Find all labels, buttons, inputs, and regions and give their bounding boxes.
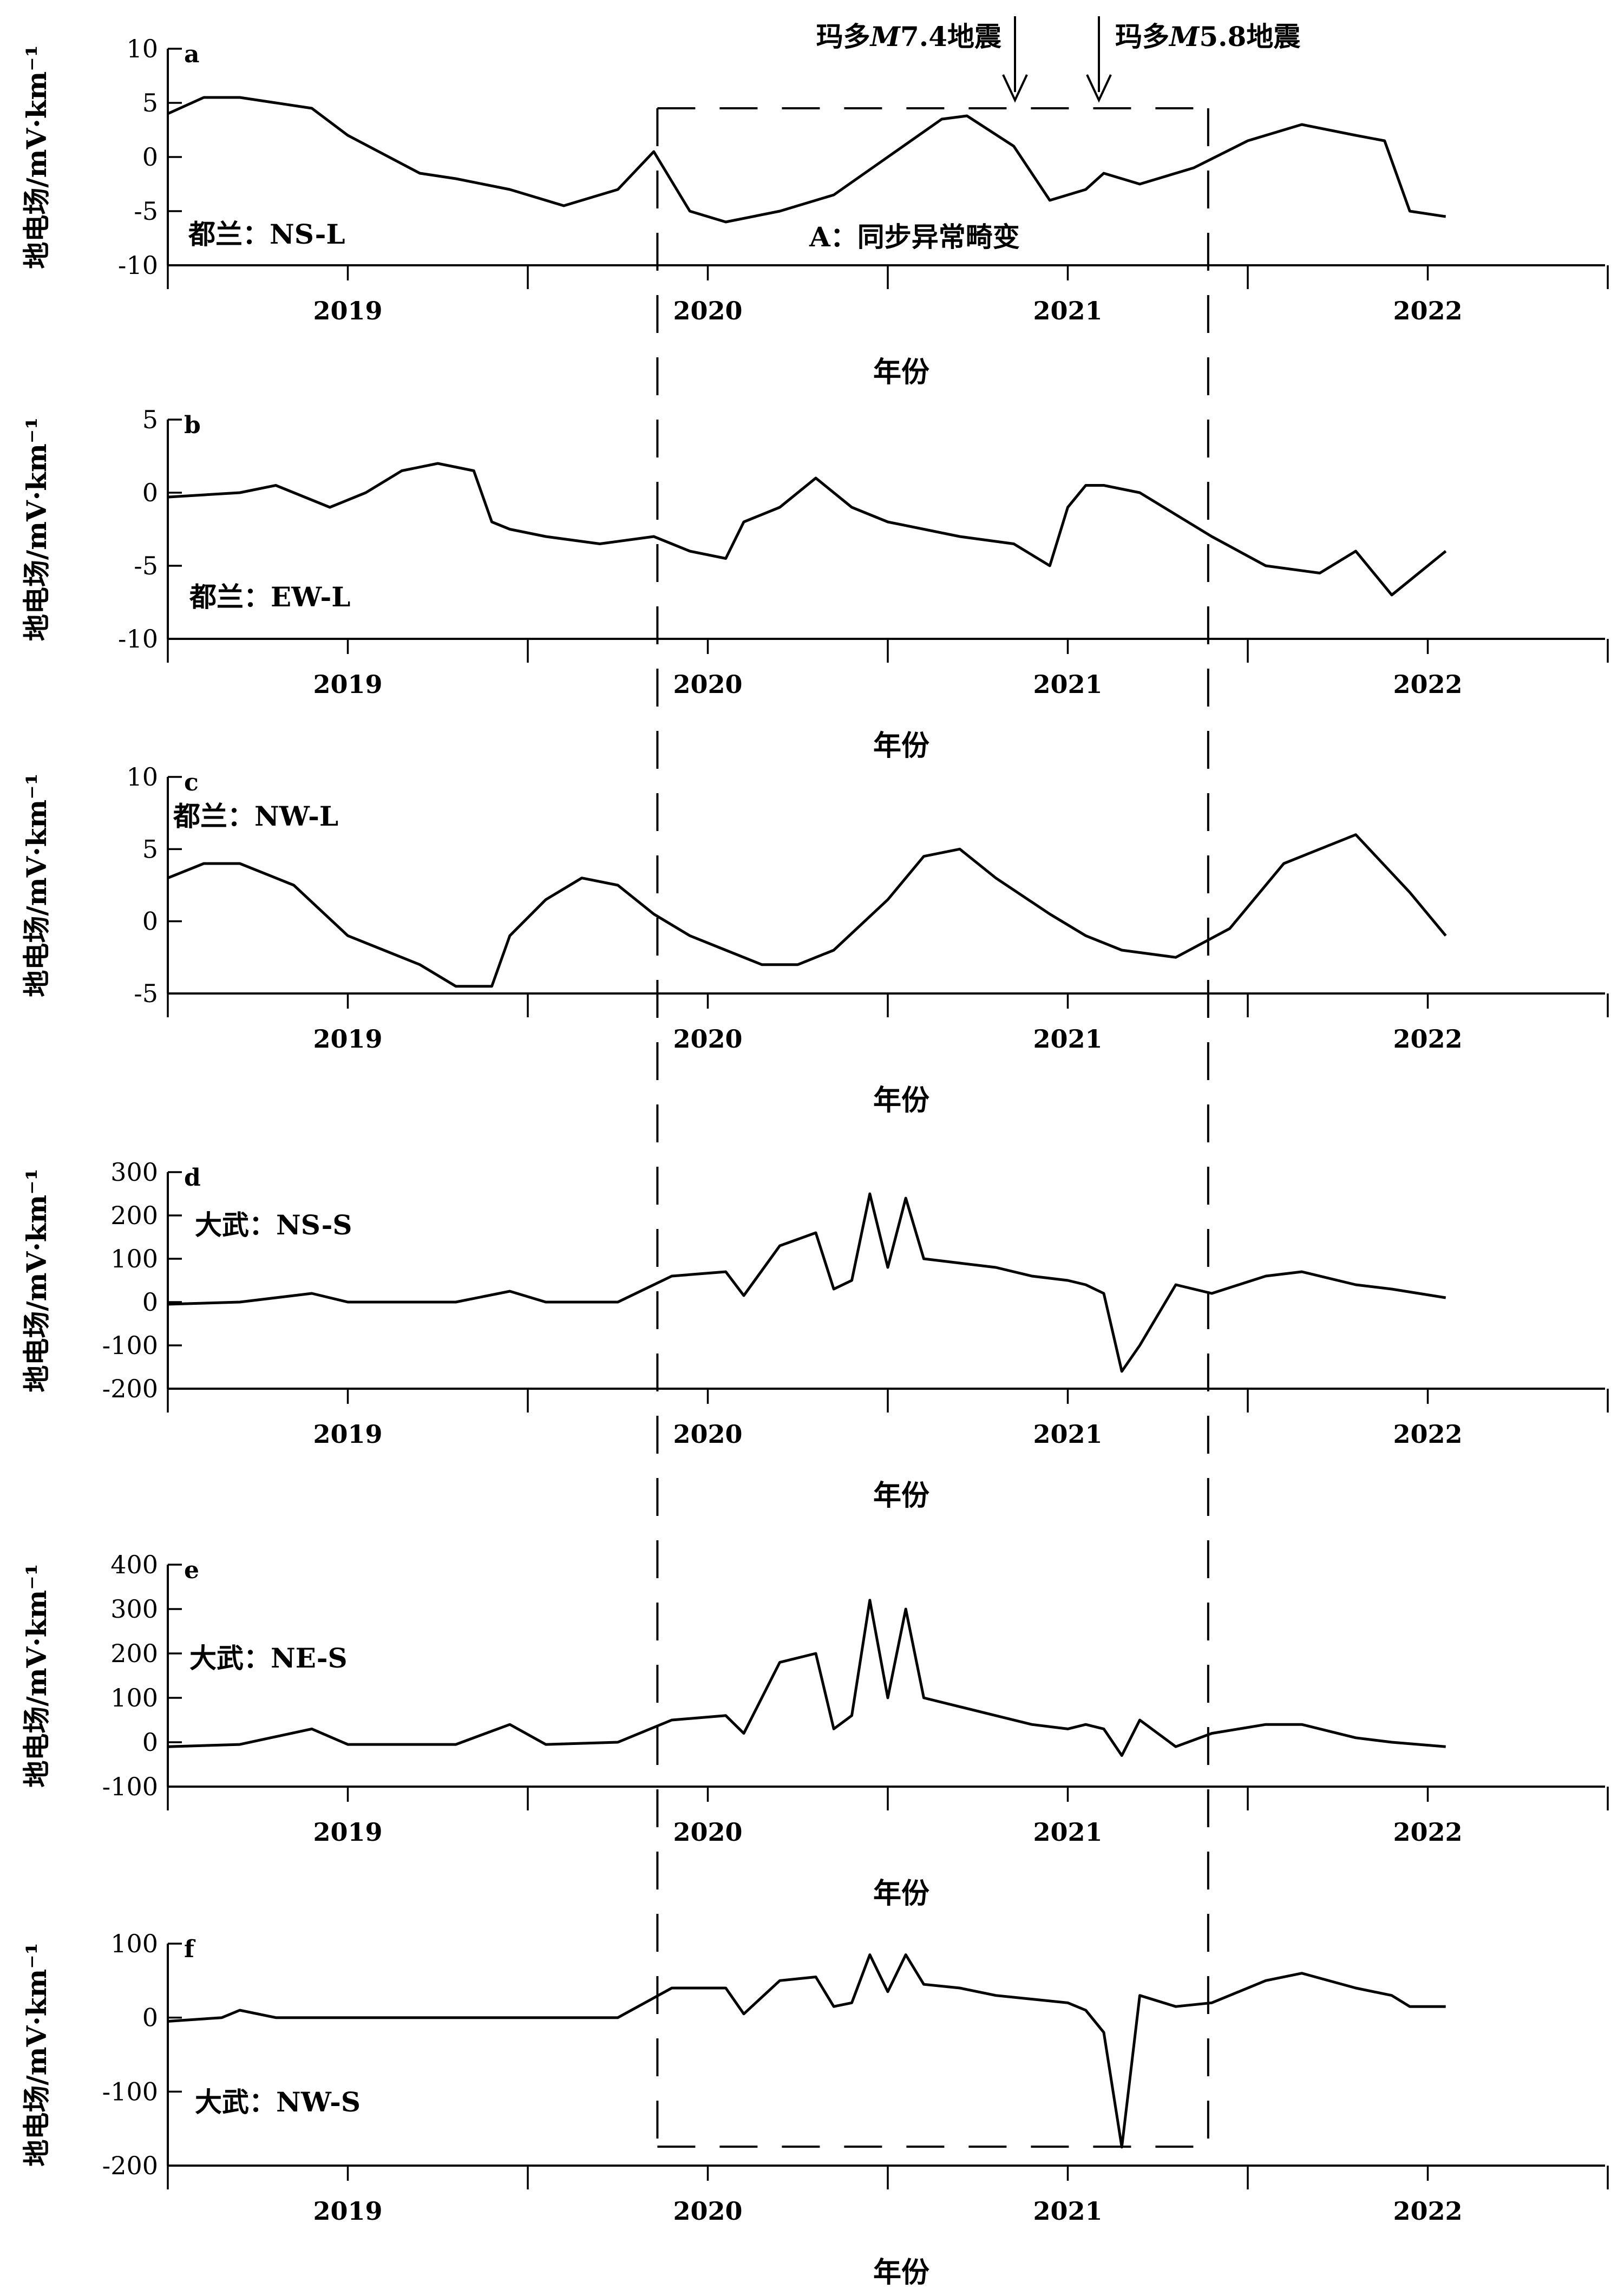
y-tick-label: 100	[110, 1683, 158, 1712]
y-tick-label: 300	[110, 1594, 158, 1624]
y-tick-label: 5	[142, 88, 158, 117]
x-axis-label: 年份	[873, 1479, 929, 1512]
event-arrow-head	[1002, 74, 1028, 103]
panel-f: 2019 2020 2021 2022 -200 -100 0 100 地电场/mV·km⁻¹ f…	[21, 1929, 1609, 2289]
y-tick-label: -10	[118, 251, 158, 280]
series-line	[167, 1953, 1446, 2149]
x-axis-label: 年份	[873, 1084, 929, 1117]
panel-letter: a	[184, 41, 200, 68]
x-tick-label: 2019	[313, 1817, 382, 1847]
y-tick-label: 300	[110, 1158, 158, 1187]
panel-letter: d	[184, 1164, 201, 1192]
x-tick-label: 2021	[1033, 1420, 1102, 1449]
y-tick-label: 0	[142, 1728, 158, 1757]
anomaly-label: A：同步异常畸变	[809, 221, 1020, 253]
y-tick-label: -200	[102, 2151, 158, 2180]
y-tick-label: 200	[110, 1639, 158, 1668]
panel-b: 2019 2020 2021 2022 -10 -5 0 5 地电场/mV·km⁻¹ b 都兰：EW…	[21, 405, 1609, 762]
series-line	[167, 1599, 1446, 1757]
x-tick-label: 2022	[1393, 1817, 1462, 1847]
x-axis-label: 年份	[873, 729, 929, 762]
event-label: 玛多M5.8地震	[1115, 21, 1300, 53]
series-line	[167, 1192, 1446, 1373]
x-tick-label: 2020	[673, 1024, 742, 1054]
series-line	[167, 96, 1446, 224]
y-tick-label: -100	[102, 1331, 158, 1360]
station-label: 大武：NW-S	[195, 2086, 361, 2118]
panel-letter: b	[184, 411, 201, 439]
x-tick-label: 2021	[1033, 2196, 1102, 2226]
y-tick-label: -5	[134, 197, 158, 226]
y-tick-label: -5	[134, 979, 158, 1008]
y-tick-label: 0	[142, 1287, 158, 1317]
y-tick-label: 10	[126, 762, 158, 792]
x-axis-label: 年份	[873, 1877, 929, 1910]
station-label: 大武：NE-S	[189, 1642, 348, 1674]
y-tick-label: 0	[142, 2003, 158, 2032]
x-tick-label: 2022	[1393, 2196, 1462, 2226]
station-label: 大武：NS-S	[195, 1209, 352, 1241]
y-tick-label: 5	[142, 834, 158, 864]
series-line	[167, 833, 1447, 988]
y-tick-label: 0	[142, 142, 158, 172]
station-label: 都兰：NS-L	[188, 218, 345, 250]
panel-letter: e	[184, 1557, 199, 1584]
series-line	[167, 462, 1447, 597]
x-tick-label: 2021	[1033, 670, 1102, 699]
x-tick-label: 2021	[1033, 1817, 1102, 1847]
x-tick-label: 2019	[313, 1024, 382, 1054]
panel-d: 2019 2020 2021 2022 -200 -100 0 100 200 300 地电场/mV…	[21, 1158, 1609, 1512]
station-label: 都兰：EW-L	[189, 581, 350, 613]
y-tick-label: 100	[110, 1929, 158, 1958]
y-tick-label: -100	[102, 1772, 158, 1801]
y-axis-label: 地电场/mV·km⁻¹	[21, 45, 53, 269]
panel-letter: c	[184, 769, 199, 796]
panel-e: 2019 2020 2021 2022 -100 0 100 200 300 400 地电场/mV·…	[21, 1550, 1609, 1910]
y-tick-label: -5	[134, 551, 158, 580]
y-tick-label: -100	[102, 2077, 158, 2106]
x-tick-label: 2020	[673, 296, 742, 325]
x-tick-label: 2019	[313, 1420, 382, 1449]
y-tick-label: 400	[110, 1550, 158, 1579]
x-axis-label: 年份	[873, 2256, 929, 2289]
x-tick-label: 2021	[1033, 296, 1102, 325]
y-tick-label: 100	[110, 1244, 158, 1273]
x-tick-label: 2020	[673, 2196, 742, 2226]
x-tick-label: 2020	[673, 1817, 742, 1847]
y-tick-label: 5	[142, 405, 158, 434]
y-axis-label: 地电场/mV·km⁻¹	[21, 1168, 53, 1392]
y-tick-label: 0	[142, 907, 158, 936]
panel-a: 2019 2020 2021 2022 -10 -5 0 5 10 地电场/mV·km⁻¹ a 都兰：…	[21, 34, 1609, 389]
event-arrow-head	[1086, 74, 1112, 103]
y-axis-label: 地电场/mV·km⁻¹	[21, 1564, 53, 1787]
station-label: 都兰：NW-L	[173, 800, 338, 832]
y-tick-label: -200	[102, 1374, 158, 1403]
x-tick-label: 2020	[673, 1420, 742, 1449]
x-tick-label: 2022	[1393, 670, 1462, 699]
panel-letter: f	[184, 1936, 196, 1963]
y-tick-label: 0	[142, 478, 158, 507]
x-tick-label: 2022	[1393, 1420, 1462, 1449]
x-tick-label: 2021	[1033, 1024, 1102, 1054]
y-axis-label: 地电场/mV·km⁻¹	[21, 773, 53, 997]
x-tick-label: 2019	[313, 670, 382, 699]
x-axis-label: 年份	[873, 356, 929, 389]
y-tick-label: -10	[118, 624, 158, 653]
y-tick-label: 200	[110, 1201, 158, 1230]
x-tick-label: 2020	[673, 670, 742, 699]
x-tick-label: 2022	[1393, 296, 1462, 325]
panel-c: 2019 2020 2021 2022 -5 0 5 10 地电场/mV·km⁻¹ c 都兰：NW-…	[21, 762, 1609, 1117]
y-axis-label: 地电场/mV·km⁻¹	[21, 1943, 53, 2166]
event-label: 玛多M7.4地震	[816, 21, 1001, 53]
y-tick-label: 10	[126, 34, 158, 63]
y-axis-label: 地电场/mV·km⁻¹	[21, 417, 53, 641]
x-tick-label: 2022	[1393, 1024, 1462, 1054]
x-tick-label: 2019	[313, 2196, 382, 2226]
x-tick-label: 2019	[313, 296, 382, 325]
